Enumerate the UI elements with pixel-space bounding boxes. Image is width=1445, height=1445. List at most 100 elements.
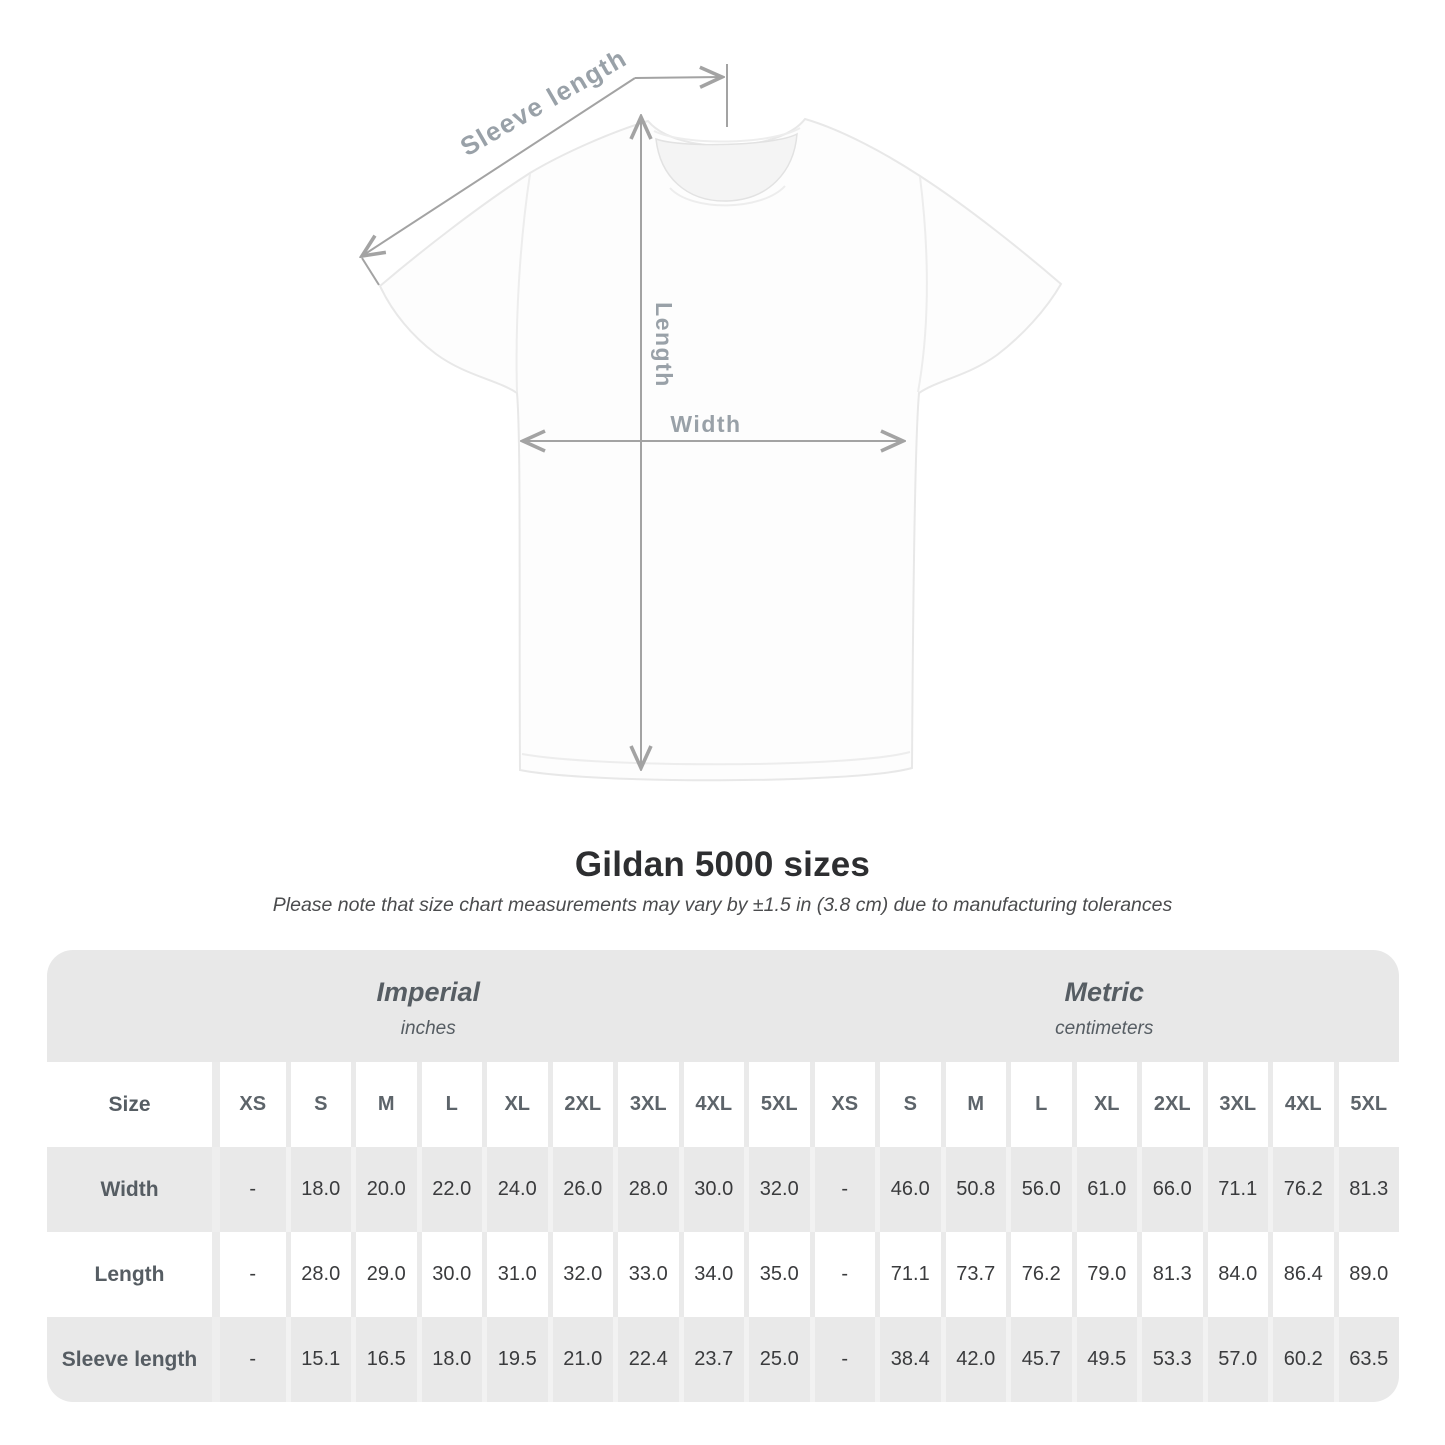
size-header-cell: XS (809, 1062, 876, 1147)
unit-header-band: Imperial inches Metric centimeters (47, 950, 1399, 1062)
tshirt-illustration (378, 117, 1063, 782)
collar-opening (655, 132, 798, 202)
size-header-cell: Size (108, 1092, 151, 1116)
table-cell: 53.3 (1137, 1317, 1203, 1402)
table-cell: 79.0 (1071, 1232, 1138, 1317)
measurement-annotations (362, 64, 903, 768)
table-cell: 28.0 (613, 1147, 679, 1232)
table-cell: 32.0 (744, 1147, 810, 1232)
sleeve-length-arrow (361, 257, 380, 286)
page-title: Gildan 5000 sizes (574, 845, 871, 884)
row-label: Sleeve length (61, 1347, 198, 1371)
size-header-cell: XS (239, 1093, 267, 1115)
size-header-cell: 5XL (1333, 1062, 1400, 1147)
shirt-outline (378, 117, 1063, 782)
table-cell: 15.1 (285, 1317, 352, 1402)
size-header-cell: 5XL (744, 1062, 810, 1147)
table-cell: 18.0 (285, 1147, 352, 1232)
table-row-sleeve-length: Sleeve length - 15.1 16.5 18.0 19.5 21.0… (47, 1317, 1399, 1402)
table-cell: - (809, 1317, 876, 1402)
metric-group-header: Metric centimeters (810, 950, 1400, 1062)
size-header-cell: XL (1071, 1062, 1138, 1147)
table-cell: 20.0 (351, 1147, 417, 1232)
table-row-length: Length - 28.0 29.0 30.0 31.0 32.0 33.0 3… (47, 1232, 1399, 1317)
table-cell: 57.0 (1202, 1317, 1269, 1402)
table-cell: 24.0 (482, 1147, 548, 1232)
tshirt-measurement-diagram: Sleeve length Length Width (0, 42, 1063, 782)
width-label: Width (670, 411, 741, 437)
size-chart-table: Imperial inches Metric centimeters Size … (47, 950, 1399, 1402)
row-label: Width (100, 1177, 159, 1201)
table-cell: 71.1 (1202, 1147, 1269, 1232)
table-cell: - (809, 1232, 876, 1317)
sleeve-length-arrow (362, 77, 636, 256)
table-cell: 34.0 (678, 1232, 745, 1317)
table-cell: 73.7 (940, 1232, 1007, 1317)
size-header-cell: S (875, 1062, 941, 1147)
size-header-cell: 2XL (547, 1062, 614, 1147)
table-cell: 23.7 (678, 1317, 745, 1402)
table-cell: 60.2 (1268, 1317, 1334, 1402)
table-cell: - (249, 1263, 257, 1285)
table-cell: 16.5 (351, 1317, 417, 1402)
table-cell: - (249, 1348, 257, 1370)
table-cell: - (249, 1178, 257, 1200)
table-cell: 33.0 (613, 1232, 679, 1317)
table-cell: 42.0 (940, 1317, 1007, 1402)
size-header-cell: 4XL (1268, 1062, 1334, 1147)
table-cell: 50.8 (940, 1147, 1007, 1232)
table-cell: 66.0 (1137, 1147, 1203, 1232)
size-header-cell: XL (482, 1062, 548, 1147)
table-cell: 45.7 (1006, 1317, 1072, 1402)
shirt-seams (515, 127, 928, 766)
size-header-cell: M (351, 1062, 417, 1147)
column-separator (212, 1147, 220, 1232)
size-header-cell: S (285, 1062, 352, 1147)
table-cell: 71.1 (875, 1232, 941, 1317)
metric-label: Metric (1064, 976, 1145, 1007)
table-cell: 28.0 (285, 1232, 352, 1317)
table-cell: 18.0 (416, 1317, 483, 1402)
row-label: Length (94, 1262, 165, 1286)
column-separator (212, 1062, 220, 1147)
size-header-cell: 4XL (678, 1062, 745, 1147)
column-separator (212, 1232, 220, 1317)
table-cell: 63.5 (1333, 1317, 1400, 1402)
size-header-cell: L (1006, 1062, 1072, 1147)
size-header-cell: 3XL (613, 1062, 679, 1147)
imperial-unit: inches (400, 1017, 456, 1039)
table-cell: 21.0 (547, 1317, 614, 1402)
table-cell: 76.2 (1006, 1232, 1072, 1317)
table-cell: 46.0 (875, 1147, 941, 1232)
table-cell: 86.4 (1268, 1232, 1334, 1317)
table-cell: 32.0 (547, 1232, 614, 1317)
table-cell: 30.0 (416, 1232, 483, 1317)
size-header-cell: 2XL (1137, 1062, 1203, 1147)
table-cell: 76.2 (1268, 1147, 1334, 1232)
table-cell: - (809, 1147, 876, 1232)
length-label: Length (651, 302, 677, 388)
table-cell: 22.0 (416, 1147, 483, 1232)
table-cell: 81.3 (1137, 1232, 1203, 1317)
table-row-width: Width - 18.0 20.0 22.0 24.0 26.0 28.0 30… (47, 1147, 1399, 1232)
imperial-label: Imperial (376, 976, 481, 1007)
table-cell: 30.0 (678, 1147, 745, 1232)
size-header-cell: L (416, 1062, 483, 1147)
column-separator (212, 1317, 220, 1402)
size-header-cell: M (940, 1062, 1007, 1147)
table-cell: 89.0 (1333, 1232, 1400, 1317)
imperial-group-header: Imperial inches (47, 950, 810, 1062)
table-cell: 19.5 (482, 1317, 548, 1402)
table-cell: 22.4 (613, 1317, 679, 1402)
table-cell: 35.0 (744, 1232, 810, 1317)
table-cell: 29.0 (351, 1232, 417, 1317)
table-cell: 61.0 (1071, 1147, 1138, 1232)
tolerance-note: Please note that size chart measurements… (272, 894, 1173, 916)
table-cell: 56.0 (1006, 1147, 1072, 1232)
sleeve-length-arrow (634, 77, 722, 78)
table-cell: 25.0 (744, 1317, 810, 1402)
metric-unit: centimeters (1055, 1017, 1154, 1039)
size-header-row: Size XS S M L XL 2XL 3XL 4XL 5XL XS S M … (47, 1062, 1399, 1147)
table-cell: 26.0 (547, 1147, 614, 1232)
